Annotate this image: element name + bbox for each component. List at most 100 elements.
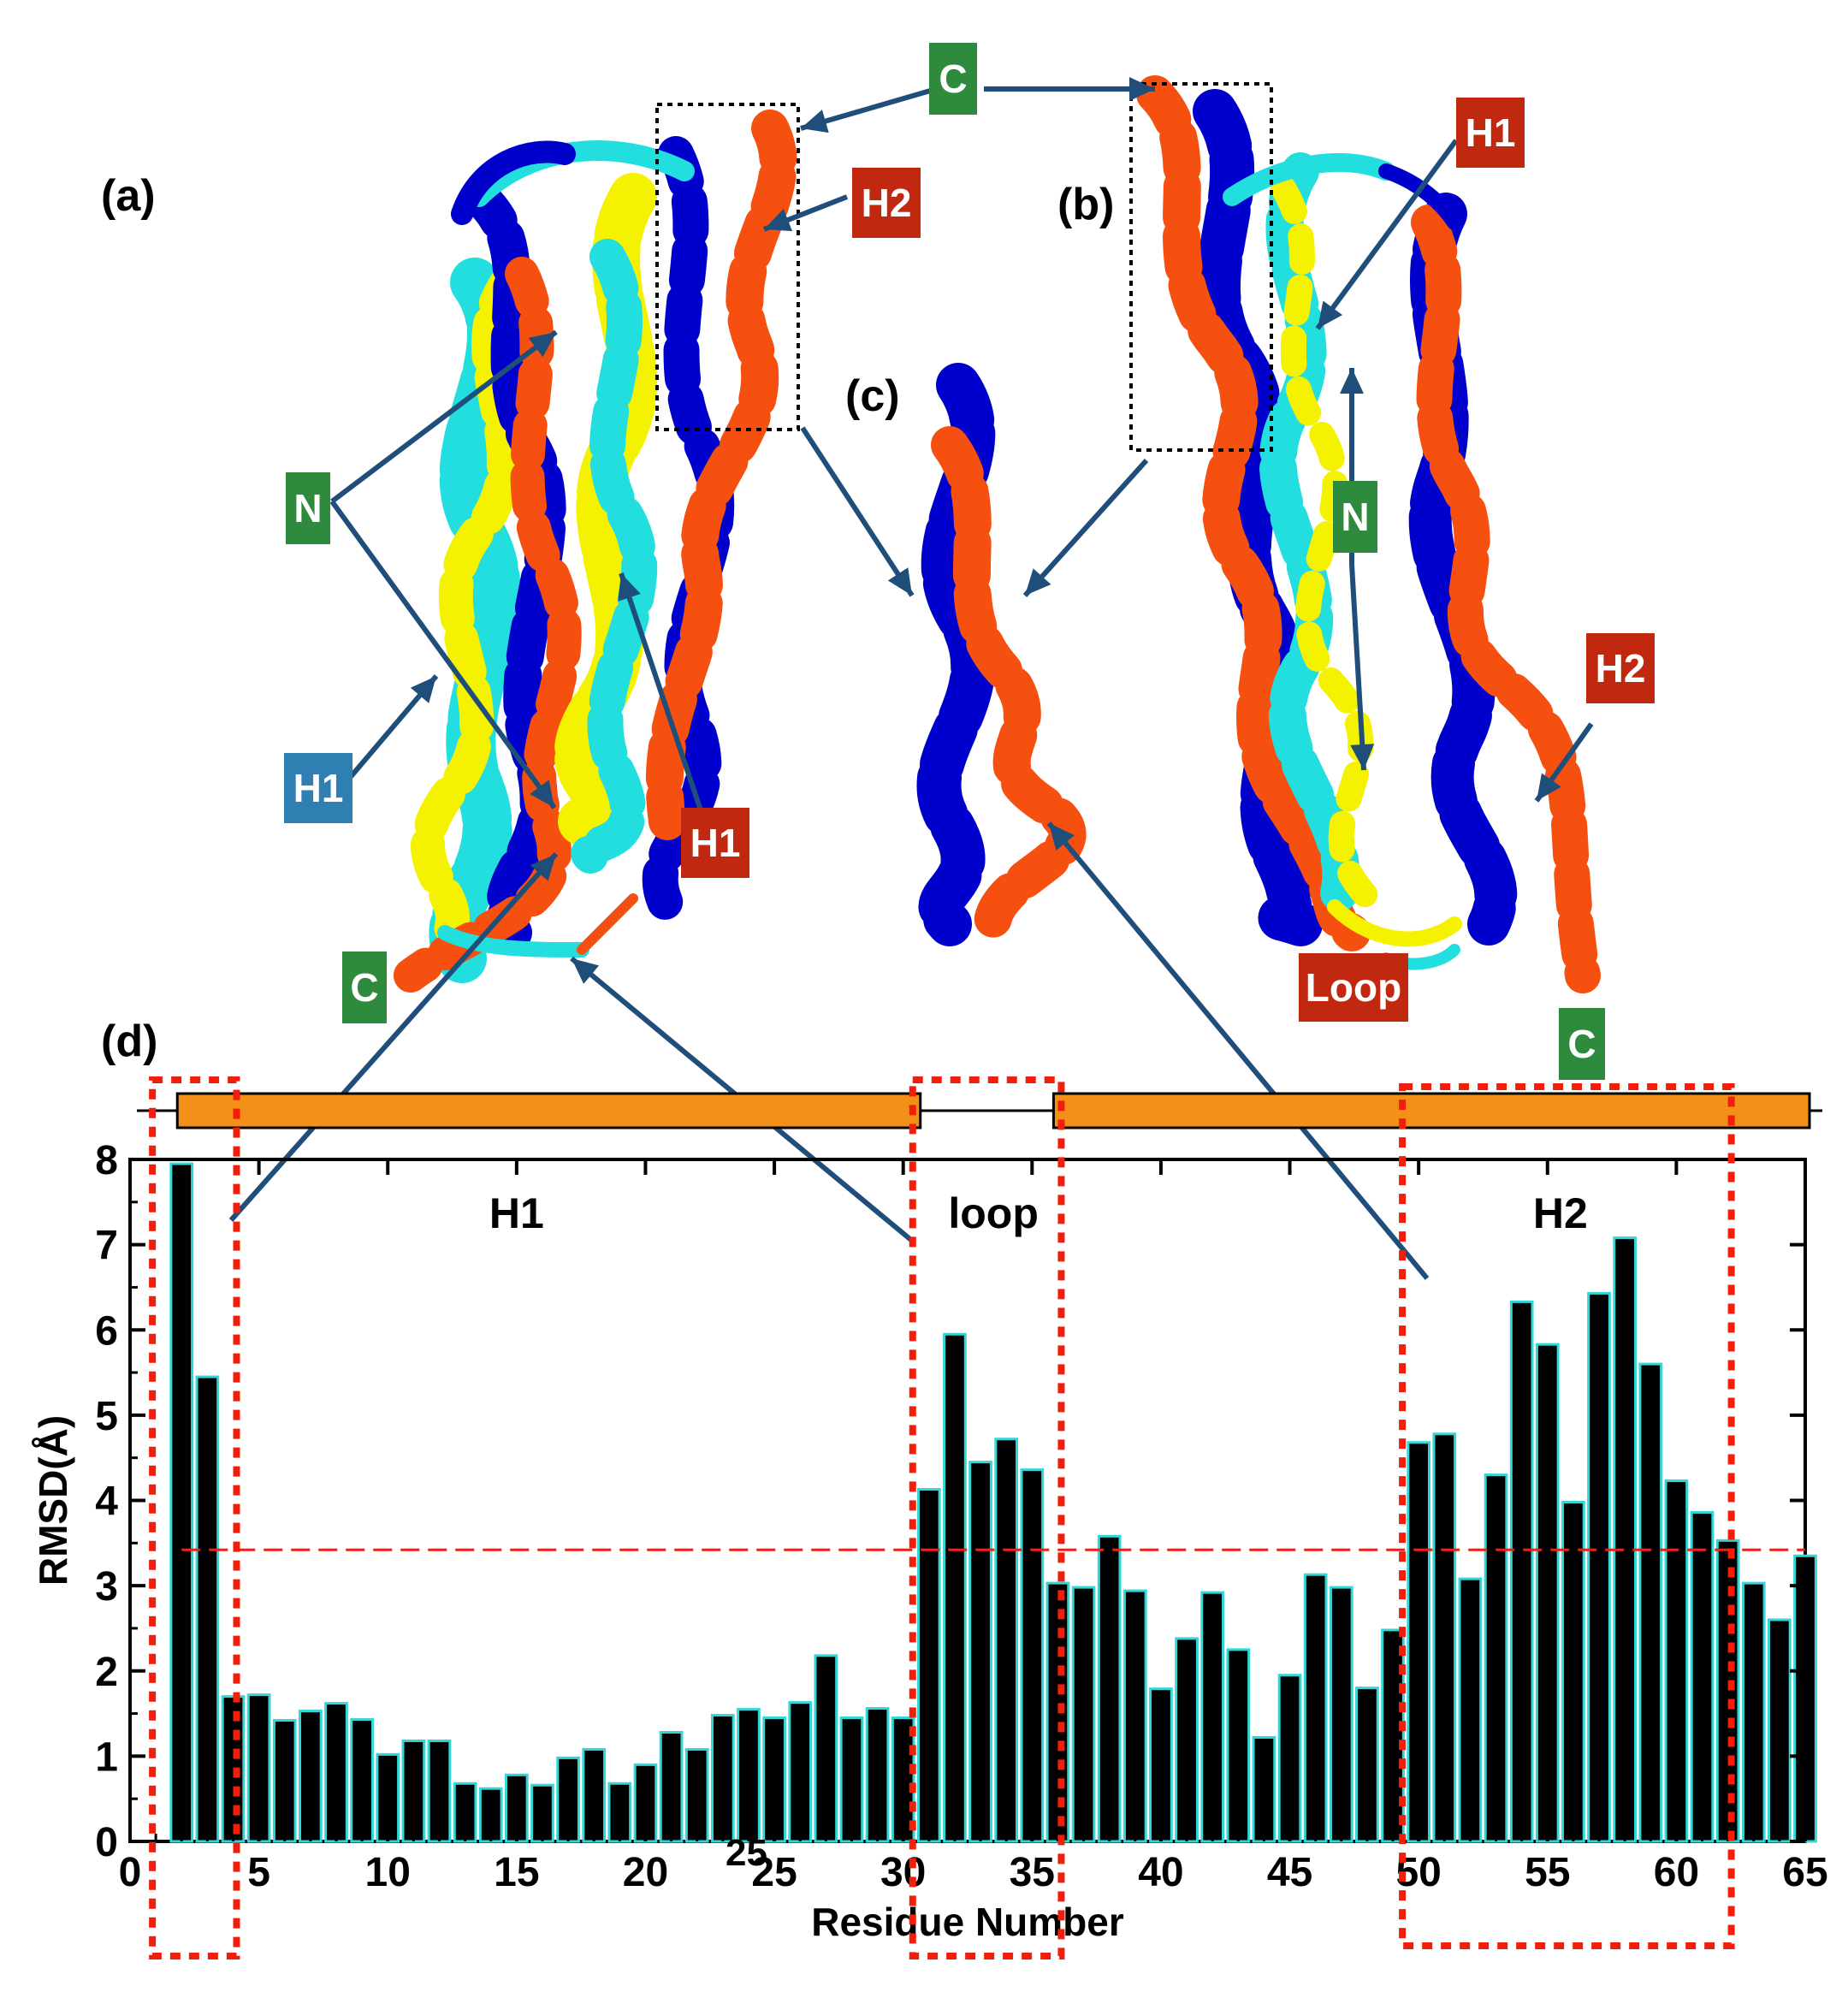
arrowhead-13	[1537, 773, 1561, 801]
x-tick-label-55: 55	[1525, 1850, 1570, 1895]
bar-residue-49	[1381, 1628, 1405, 1843]
x-tick-label-5: 5	[247, 1850, 270, 1895]
x-tick-label-10: 10	[365, 1850, 411, 1895]
bar-residue-64	[1768, 1618, 1792, 1843]
callout-text: H2	[1596, 646, 1646, 691]
bar-residue-6	[272, 1719, 297, 1843]
bar-residue-42	[1200, 1591, 1225, 1843]
arrow-8	[619, 572, 704, 814]
callout-h1-b: H1	[1456, 98, 1525, 168]
panel-label-c: (c)	[845, 371, 900, 421]
loop-orange-bottom-a	[577, 893, 638, 955]
region-label-h2: H2	[1533, 1189, 1588, 1237]
callout-text: H1	[690, 821, 741, 865]
arrow-10	[1022, 458, 1149, 598]
bar-residue-24	[737, 1708, 761, 1843]
arrowhead-10	[1025, 568, 1051, 596]
arrowhead-9	[887, 567, 912, 596]
callout-text: H2	[862, 181, 912, 225]
callout-text: C	[350, 965, 378, 1010]
callout-text: H1	[293, 766, 344, 810]
helix-yellow-b2	[1270, 175, 1390, 920]
bar-residue-29	[865, 1707, 890, 1843]
callout-loop-b: Loop	[1299, 953, 1408, 1022]
arrowhead-7	[410, 676, 436, 703]
bar-residue-58	[1613, 1236, 1637, 1843]
callout-h1-a-blue: H1	[284, 753, 352, 823]
arrowhead-15	[572, 958, 600, 984]
arrow-9	[800, 426, 915, 597]
y-tick-label-7: 7	[95, 1224, 118, 1269]
callout-h2-a: H2	[852, 168, 921, 238]
arrowhead-8	[618, 573, 641, 602]
callout-text: N	[293, 486, 322, 531]
y-tick-label-8: 8	[95, 1138, 118, 1183]
bar-residue-12	[427, 1739, 452, 1843]
y-tick-label-6: 6	[95, 1308, 118, 1354]
callout-h1-a-red: H1	[681, 808, 749, 878]
bar-residue-22	[684, 1747, 709, 1843]
callout-bg	[286, 472, 330, 544]
callout-text: C	[1567, 1022, 1596, 1066]
x-tick-label-45: 45	[1267, 1850, 1312, 1895]
region-label-h1: H1	[489, 1189, 544, 1237]
arrow-12	[1349, 564, 1366, 771]
bar-residue-8	[324, 1702, 348, 1843]
x-tick-label-40: 40	[1138, 1850, 1183, 1895]
bar-residue-27	[814, 1654, 838, 1843]
bar-residue-19	[607, 1782, 632, 1843]
panel-label-a: (a)	[101, 171, 156, 221]
callout-bg	[284, 753, 352, 823]
bar-residue-40	[1149, 1687, 1173, 1843]
bar-residue-47	[1329, 1586, 1353, 1843]
bar-residue-53	[1484, 1473, 1508, 1843]
helix-orange-a2	[645, 110, 797, 840]
x-tick-label-20: 20	[623, 1850, 668, 1895]
highlight-box-1	[149, 1076, 240, 1959]
callout-n-b: N	[1333, 481, 1377, 553]
structure-panel-a	[394, 110, 797, 993]
loop-cyan-top-b	[1223, 153, 1395, 206]
callout-bg	[1586, 633, 1655, 703]
callout-bg	[342, 952, 387, 1023]
dotted-box-b	[1129, 82, 1273, 452]
arrowhead-1	[801, 110, 829, 133]
bar-residue-17	[556, 1756, 580, 1843]
x-axis-label: Residue Number	[811, 1900, 1124, 1944]
bar-residue-59	[1638, 1362, 1663, 1843]
arrow-4	[1315, 139, 1459, 330]
bar-residue-60	[1664, 1479, 1689, 1843]
region-labels: H1 loop H2	[489, 1189, 1588, 1237]
y-tick-label-2: 2	[95, 1650, 118, 1695]
callout-text: H1	[1466, 110, 1516, 155]
arrowhead-4	[1318, 300, 1343, 329]
bar-residue-25	[762, 1716, 786, 1843]
bar-residue-3	[195, 1375, 220, 1843]
bar-residue-23	[710, 1714, 735, 1843]
bar-residue-63	[1741, 1581, 1766, 1843]
bar-residue-65	[1793, 1554, 1817, 1843]
bar-residue-14	[478, 1787, 503, 1843]
callout-arrows	[228, 77, 1594, 1280]
y-axis-ticks: 0 1 2 3 4 5 6 7 8	[95, 1138, 1805, 1865]
bar-residue-9	[350, 1718, 374, 1843]
x-tick-label-65: 65	[1782, 1850, 1827, 1895]
bar-residue-56	[1561, 1500, 1585, 1843]
x-tick-label-30: 30	[880, 1850, 926, 1895]
bar-residue-57	[1587, 1291, 1611, 1843]
bar-residue-37	[1071, 1586, 1096, 1843]
bar-residue-7	[299, 1710, 323, 1843]
y-tick-label-0: 0	[95, 1820, 118, 1865]
secondary-structure-bar	[137, 1092, 1822, 1129]
arrowhead-2	[1129, 77, 1155, 101]
x-tick-label-25: 25	[751, 1850, 797, 1895]
callout-c-b: C	[1559, 1008, 1605, 1080]
bar-residue-13	[453, 1782, 477, 1843]
bar-residue-54	[1509, 1300, 1534, 1843]
bar-residue-26	[788, 1701, 813, 1843]
arrowhead-12	[1350, 744, 1375, 770]
ss-helix-h2	[1051, 1092, 1811, 1129]
bar-residue-5	[246, 1693, 271, 1843]
